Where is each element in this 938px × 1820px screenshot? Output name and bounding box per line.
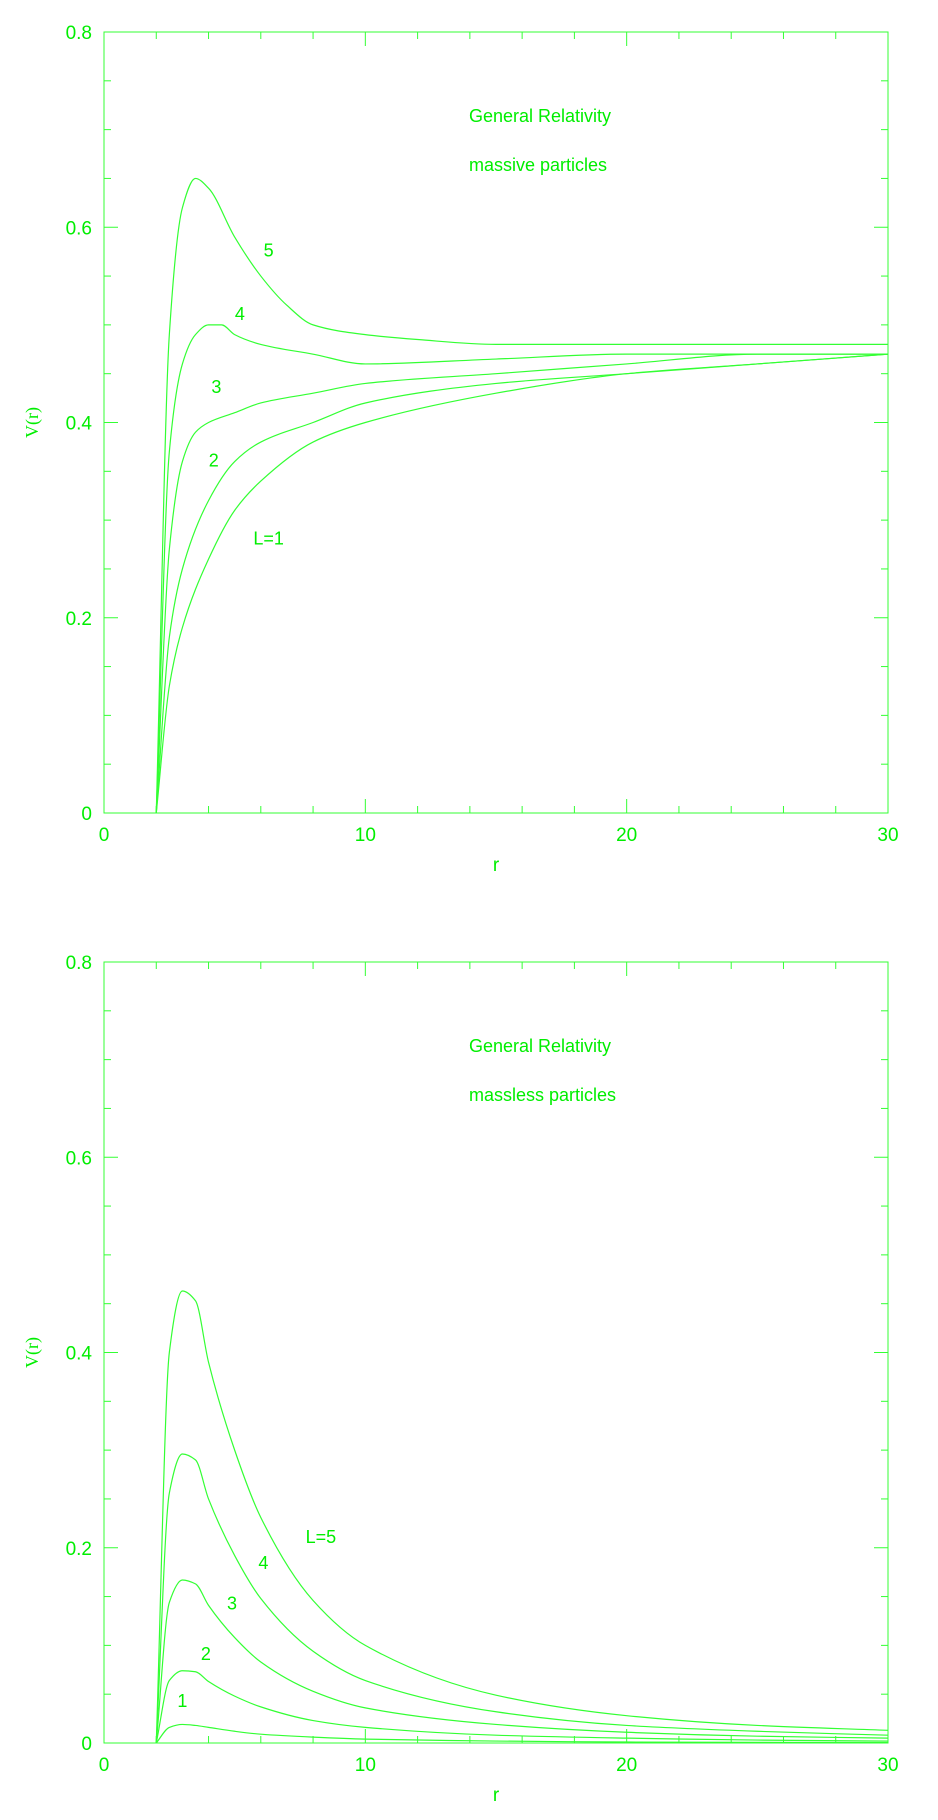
curve-label: 1 <box>177 1691 187 1711</box>
series-line-1 <box>155 353 889 814</box>
x-tick-label: 0 <box>99 1755 110 1776</box>
x-tick-label: 10 <box>355 825 376 846</box>
series-line-3 <box>155 353 888 814</box>
x-tick-label: 10 <box>355 1755 376 1776</box>
x-axis-label: r <box>493 1785 500 1806</box>
series-line-4 <box>155 1453 889 1744</box>
series-line-5 <box>155 1290 889 1744</box>
y-tick-label: 0 <box>81 1734 92 1755</box>
plot-frame <box>103 961 889 1744</box>
y-tick-label: 0.4 <box>66 414 93 435</box>
curve-label: 4 <box>235 304 245 324</box>
chart-massive-particles: 0 10 20 30 0 0.2 0.4 0.6 0.8 r V(r) General Relativ… <box>0 0 938 900</box>
x-tick-label: 0 <box>99 825 110 846</box>
y-tick-label: 0.2 <box>66 609 92 630</box>
x-tick-label: 20 <box>616 825 637 846</box>
plot-frame <box>103 31 889 814</box>
series-line-1 <box>155 1723 889 1744</box>
y-tick-label: 0.8 <box>66 23 92 44</box>
y-axis-label: V(r) <box>22 1337 43 1368</box>
series-line-2 <box>155 1670 889 1744</box>
y-tick-label: 0.6 <box>66 218 92 239</box>
y-tick-label: 0.2 <box>66 1539 92 1560</box>
x-axis-label: r <box>493 855 500 876</box>
curve-label: 3 <box>227 1593 237 1613</box>
y-tick-label: 0.8 <box>66 953 92 974</box>
chart-massless-particles: 0 10 20 30 0 0.2 0.4 0.6 0.8 r V(r) General Relativ… <box>0 940 938 1820</box>
curve-label: L=1 <box>253 529 284 549</box>
series-line-5 <box>155 177 888 814</box>
y-tick-label: 0 <box>81 804 92 825</box>
curve-label: 5 <box>264 241 274 261</box>
annotation-particle-type: massless particles <box>469 1085 616 1105</box>
annotation-theory: General Relativity <box>469 1036 611 1056</box>
chart-massless-particles-svg: 0 10 20 30 0 0.2 0.4 0.6 0.8 r V(r) General Relativ… <box>22 953 899 1806</box>
curve-label: L=5 <box>306 1527 337 1547</box>
y-tick-label: 0.6 <box>66 1148 92 1169</box>
curve-label: 4 <box>258 1553 268 1573</box>
series-line-2 <box>155 353 889 814</box>
curve-label: 3 <box>211 377 221 397</box>
annotation-particle-type: massive particles <box>469 155 607 175</box>
y-tick-label: 0.4 <box>66 1344 93 1365</box>
series-line-3 <box>155 1579 889 1744</box>
chart-massive-particles-svg: 0 10 20 30 0 0.2 0.4 0.6 0.8 r V(r) General Relativ… <box>22 23 899 876</box>
series-line-4 <box>155 324 888 814</box>
annotation-theory: General Relativity <box>469 106 611 126</box>
curve-label: 2 <box>209 450 219 470</box>
x-tick-label: 20 <box>616 1755 637 1776</box>
x-tick-label: 30 <box>877 825 898 846</box>
curve-label: 2 <box>201 1644 211 1664</box>
y-axis-label: V(r) <box>22 407 43 438</box>
x-tick-label: 30 <box>877 1755 898 1776</box>
